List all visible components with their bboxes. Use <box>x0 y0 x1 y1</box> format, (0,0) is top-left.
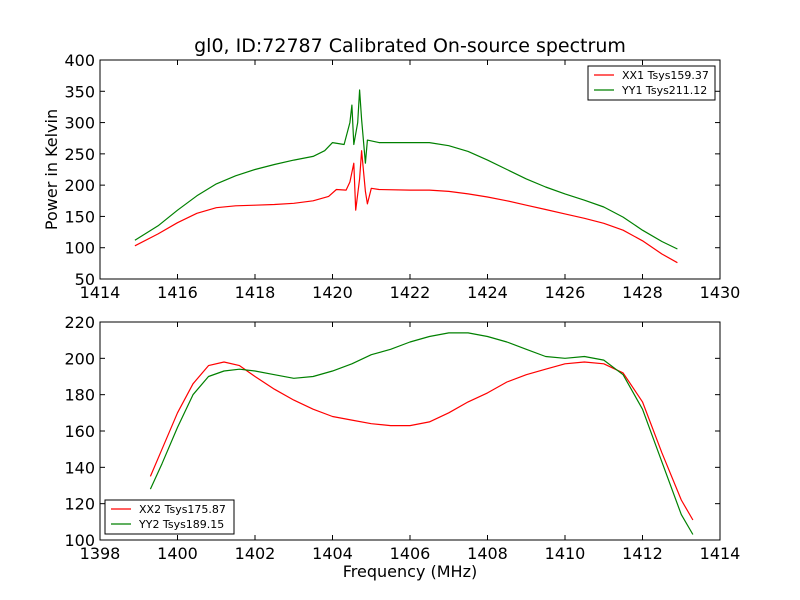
x-tick-label: 1424 <box>467 283 508 302</box>
x-tick-label: 1418 <box>235 283 276 302</box>
x-tick-label: 1428 <box>622 283 663 302</box>
x-tick-label: 1420 <box>312 283 353 302</box>
x-tick-label: 1430 <box>700 283 741 302</box>
x-tick-label: 1400 <box>157 544 198 563</box>
x-tick-label: 1414 <box>700 544 741 563</box>
legend-box <box>104 499 235 535</box>
x-tick-label: 1398 <box>80 544 121 563</box>
y-tick-label: 220 <box>64 313 95 332</box>
legend-box <box>587 65 716 101</box>
legend-entry: XX2 Tsys175.87 <box>139 503 226 516</box>
chart-panel-2: 1398 1400 1402 1404 1406 1408 1410 1412 1414 100 1… <box>64 313 740 581</box>
x-tick-label: 1426 <box>545 283 586 302</box>
series-line-1-1 <box>134 150 678 264</box>
x-tick-label: 1416 <box>157 283 198 302</box>
y-tick-label: 160 <box>64 422 95 441</box>
y-tick-label: 250 <box>64 145 95 164</box>
x-tick-label: 1412 <box>622 544 663 563</box>
chart-panel-1: 1414 1416 1418 1420 1422 1424 1426 1428 1430 50 10… <box>42 51 740 302</box>
y-tick-label: 120 <box>64 495 95 514</box>
series-line-1-2 <box>134 89 678 250</box>
y-tick-label: 100 <box>64 531 95 550</box>
y-tick-label: 200 <box>64 176 95 195</box>
y-tick-label: 180 <box>64 386 95 405</box>
y-tick-label: 200 <box>64 349 95 368</box>
y-tick-label: 350 <box>64 82 95 101</box>
y-tick-label: 150 <box>64 207 95 226</box>
x-tick-label: 1408 <box>467 544 508 563</box>
legend: XX2 Tsys175.87 YY2 Tsys189.15 <box>104 499 235 535</box>
x-tick-label: 1404 <box>312 544 353 563</box>
y-axis-label: Power in Kelvin <box>42 109 61 230</box>
x-tick-label: 1422 <box>390 283 431 302</box>
series-line-2-2 <box>149 332 694 535</box>
x-tick-label: 1406 <box>390 544 431 563</box>
legend: XX1 Tsys159.37 YY1 Tsys211.12 <box>587 65 716 101</box>
x-tick-label: 1402 <box>235 544 276 563</box>
legend-entry: YY2 Tsys189.15 <box>138 518 224 531</box>
legend-entry: XX1 Tsys159.37 <box>622 69 709 82</box>
series-line-2-1 <box>149 361 694 521</box>
y-tick-label: 100 <box>64 239 95 258</box>
y-tick-label: 400 <box>64 51 95 70</box>
x-tick-label: 1414 <box>80 283 121 302</box>
x-tick-label: 1410 <box>545 544 586 563</box>
x-axis-label: Frequency (MHz) <box>343 562 477 581</box>
y-tick-label: 140 <box>64 458 95 477</box>
y-tick-label: 300 <box>64 114 95 133</box>
chart-title: gl0, ID:72787 Calibrated On-source spect… <box>194 35 626 57</box>
legend-entry: YY1 Tsys211.12 <box>621 84 707 97</box>
y-tick-label: 50 <box>75 270 95 289</box>
